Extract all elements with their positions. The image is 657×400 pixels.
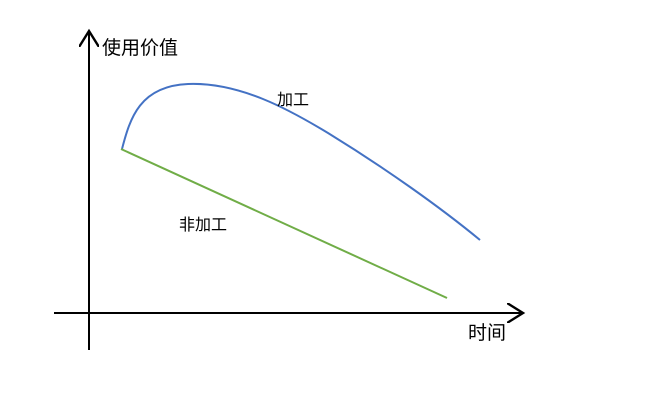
y-axis-label: 使用价值 (102, 37, 179, 59)
processed-curve (121, 82, 481, 241)
unprocessed-curve-label: 非加工 (179, 215, 228, 234)
processed-curve-label: 加工 (277, 90, 310, 109)
x-axis-label: 时间 (468, 322, 507, 344)
unprocessed-line (120, 148, 448, 299)
